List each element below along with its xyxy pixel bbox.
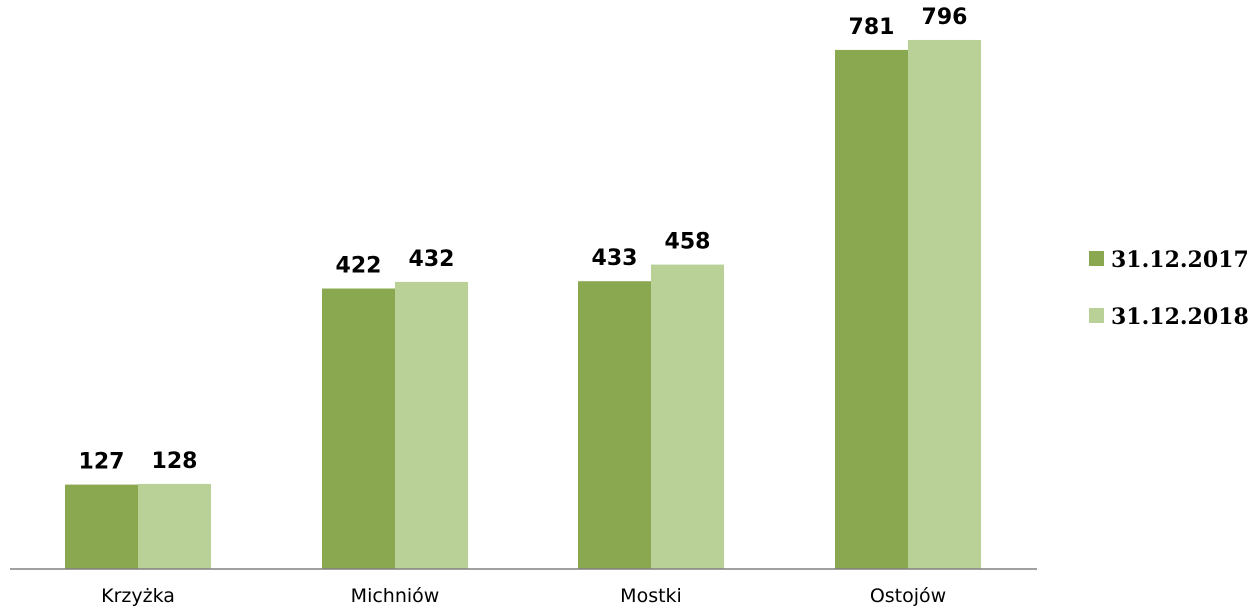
- data-label-0-0: 127: [79, 450, 125, 475]
- bar-2-0: [578, 281, 651, 569]
- data-label-2-0: 433: [592, 246, 638, 271]
- data-label-3-0: 781: [849, 15, 895, 40]
- data-label-2-1: 458: [665, 230, 711, 255]
- legend-swatch-0: [1089, 251, 1104, 266]
- category-label-2: Mostki: [620, 585, 682, 607]
- data-label-1-0: 422: [336, 254, 382, 279]
- category-label-0: Krzyżka: [101, 585, 175, 607]
- category-labels-layer: Krzyżka Michniów Mostki Ostojów: [101, 585, 946, 607]
- bar-3-0: [835, 49, 908, 570]
- legend: 31.12.2017 31.12.2018: [1089, 247, 1249, 330]
- bar-3-1: [908, 39, 981, 569]
- value-labels-layer: 127 128 422 432 433 458 781 796: [79, 5, 968, 475]
- bar-0-1: [138, 483, 211, 569]
- bar-0-0: [65, 484, 138, 569]
- legend-label-0: 31.12.2017: [1111, 247, 1249, 273]
- bar-2-1: [651, 264, 724, 569]
- bar-1-0: [322, 288, 395, 569]
- legend-swatch-1: [1089, 308, 1104, 323]
- data-label-0-1: 128: [152, 449, 198, 474]
- bar-1-1: [395, 281, 468, 569]
- category-label-1: Michniów: [351, 585, 440, 607]
- category-label-3: Ostojów: [870, 585, 946, 607]
- data-label-3-1: 796: [922, 5, 968, 30]
- data-label-1-1: 432: [409, 247, 455, 272]
- legend-label-1: 31.12.2018: [1111, 304, 1249, 330]
- bars-layer: [65, 39, 981, 570]
